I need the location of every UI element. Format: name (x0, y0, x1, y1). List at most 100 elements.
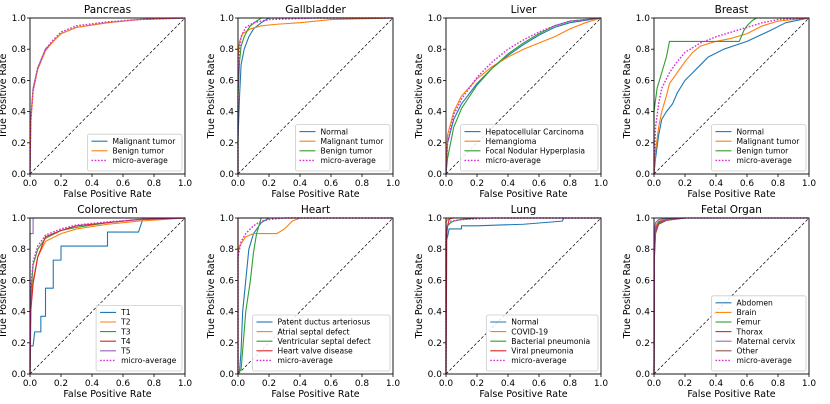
y-tick-label: 0.2 (12, 339, 26, 349)
roc-curve-focal-nodular-hyperplasia (445, 17, 602, 175)
legend-label: Femur (737, 318, 762, 327)
legend-box (460, 124, 599, 172)
x-tick-label: 0.0 (647, 379, 662, 389)
y-tick-label: 0.6 (636, 276, 651, 286)
y-axis-label: True Positive Rate (414, 54, 425, 140)
x-tick-label: 0.6 (740, 179, 755, 189)
x-tick-label: 0.0 (23, 179, 38, 189)
legend-label: Hepatocellular Carcinoma (486, 127, 584, 136)
roc-curve-atrial-septal-defect (237, 217, 393, 374)
x-tick-label: 0.0 (439, 179, 454, 189)
chance-diagonal (237, 17, 394, 175)
legend-label: Benign tumor (737, 147, 790, 156)
x-axis-label: False Positive Rate (687, 389, 775, 400)
x-tick-label: 0.0 (439, 379, 454, 389)
y-tick-label: 0.2 (428, 339, 442, 349)
legend-label: micro-average (486, 156, 542, 165)
plot-frame (445, 17, 602, 175)
y-tick-label: 0.4 (12, 308, 27, 318)
y-tick-label: 0.4 (636, 308, 651, 318)
x-tick-label: 0.6 (116, 179, 131, 189)
y-tick-label: 0.4 (220, 108, 235, 118)
roc-curve-normal (653, 17, 810, 175)
x-tick-label: 0.8 (147, 379, 162, 389)
roc-curve-micro-average (29, 17, 186, 175)
roc-panel-fetal-organ: Fetal Organ 0.0 0.2 0.4 0.6 0.8 1.0 0.0 0.2 0.4 0.… (622, 204, 816, 400)
chance-diagonal (445, 217, 602, 375)
x-tick-label: 0.0 (23, 379, 38, 389)
x-tick-label: 0.8 (771, 179, 786, 189)
legend-label: micro-average (278, 356, 334, 365)
x-tick-label: 0.4 (85, 379, 100, 389)
y-axis-label: True Positive Rate (206, 54, 217, 140)
x-tick-label: 1.0 (594, 379, 609, 389)
x-axis-label: False Positive Rate (687, 189, 775, 200)
legend: Hepatocellular CarcinomaHemangiomaFocal … (460, 124, 599, 172)
y-tick-label: 0.0 (636, 170, 651, 180)
y-tick-label: 0.2 (636, 339, 650, 349)
legend-label: T5 (120, 347, 131, 356)
roc-panel-liver: Liver 0.0 0.2 0.4 0.6 0.8 1.0 0.0 0.2 0.4 0.6 0.8 1.… (414, 4, 608, 200)
x-tick-label: 0.0 (231, 179, 246, 189)
legend-label: Malignant tumor (113, 137, 177, 146)
x-tick-label: 0.2 (262, 379, 276, 389)
x-axis-label: False Positive Rate (271, 389, 359, 400)
x-tick-label: 1.0 (802, 379, 817, 389)
chance-diagonal (653, 217, 810, 375)
y-tick-label: 1.0 (428, 14, 443, 24)
y-tick-label: 0.0 (12, 170, 27, 180)
y-tick-label: 1.0 (12, 14, 27, 24)
y-tick-label: 0.8 (12, 245, 27, 255)
legend-label: micro-average (113, 156, 169, 165)
roc-curve-t1 (29, 217, 185, 374)
roc-panel-breast: Breast 0.0 0.2 0.4 0.6 0.8 1.0 0.0 0.2 0.4 0.6 0.8 1… (622, 4, 816, 200)
panel-title: Liver (511, 4, 537, 16)
roc-panel-lung: Lung 0.0 0.2 0.4 0.6 0.8 1.0 0.0 0.2 0.4 0.6 0.8 1.0… (414, 204, 608, 400)
x-tick-label: 0.4 (85, 179, 100, 189)
y-tick-label: 0.0 (220, 170, 235, 180)
y-tick-label: 1.0 (636, 14, 651, 24)
x-tick-label: 0.8 (563, 379, 578, 389)
legend-box (252, 314, 391, 372)
roc-curve-micro-average (237, 17, 393, 174)
y-tick-label: 0.8 (428, 45, 443, 55)
panel-title: Pancreas (84, 4, 131, 16)
y-tick-label: 1.0 (428, 214, 443, 224)
x-tick-label: 0.2 (470, 179, 484, 189)
roc-curve-patent-ductus-arteriosus (237, 217, 393, 375)
panel-title: Gallbladder (285, 4, 346, 16)
y-tick-label: 1.0 (636, 214, 651, 224)
legend-label: Normal (321, 127, 348, 136)
x-tick-label: 0.4 (501, 179, 516, 189)
y-tick-label: 0.6 (12, 276, 27, 286)
x-tick-label: 0.8 (355, 179, 370, 189)
y-tick-label: 0.8 (12, 45, 27, 55)
y-tick-label: 0.8 (636, 245, 651, 255)
legend-box (87, 133, 183, 172)
x-tick-label: 0.8 (147, 179, 162, 189)
legend-box (711, 124, 807, 172)
x-tick-label: 1.0 (386, 379, 401, 389)
y-tick-label: 0.0 (428, 170, 443, 180)
panel-title: Breast (715, 4, 749, 16)
legend-label: Normal (511, 318, 538, 327)
legend-label: micro-average (737, 356, 793, 365)
legend-label: micro-average (737, 156, 793, 165)
roc-curve-normal (237, 17, 393, 174)
y-tick-label: 0.6 (220, 76, 235, 86)
legend-box (295, 124, 391, 172)
y-tick-label: 0.6 (428, 276, 443, 286)
legend-label: Thorax (736, 327, 764, 336)
legend-label: micro-average (121, 356, 177, 365)
y-tick-label: 0.4 (220, 308, 235, 318)
x-axis-label: False Positive Rate (479, 389, 567, 400)
roc-curve-benign-tumor (653, 17, 809, 174)
x-tick-label: 0.8 (355, 379, 370, 389)
y-tick-label: 0.6 (12, 76, 27, 86)
roc-curve-micro-average (237, 217, 393, 374)
x-tick-label: 1.0 (594, 179, 609, 189)
legend-label: Focal Nodular Hyperplasia (486, 147, 585, 156)
